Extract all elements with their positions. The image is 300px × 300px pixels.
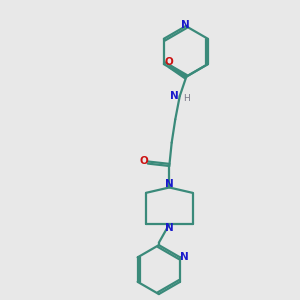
- Text: O: O: [164, 57, 173, 68]
- Text: N: N: [182, 20, 190, 30]
- Text: O: O: [140, 156, 148, 166]
- Text: N: N: [165, 179, 174, 189]
- Text: H: H: [183, 94, 190, 103]
- Text: N: N: [170, 91, 179, 101]
- Text: N: N: [165, 223, 174, 233]
- Text: N: N: [180, 252, 189, 262]
